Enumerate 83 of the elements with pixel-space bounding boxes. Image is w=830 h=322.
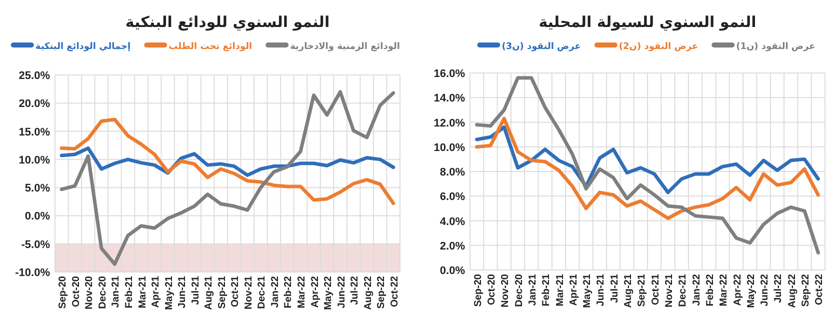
x-tick-label: Jun-22 — [336, 276, 348, 308]
y-tick-label: 6.0% — [440, 191, 466, 204]
legend-label: عرض النقود (ن1) — [736, 42, 816, 52]
line-series — [60, 90, 396, 266]
x-tick-label: Apr-21 — [150, 276, 162, 308]
x-tick-label: May-22 — [746, 274, 757, 308]
x-tick-label: Sep-21 — [636, 274, 648, 307]
y-tick-label: 5.0% — [24, 182, 50, 195]
y-tick-label: 14.0% — [434, 92, 466, 105]
x-tick-label: Oct-21 — [650, 274, 662, 306]
x-tick-label: Mar-22 — [296, 276, 308, 308]
chart-title: النمو السنوي للسيولة المحلية — [538, 13, 756, 31]
x-tick-label: Apr-22 — [732, 274, 744, 306]
x-tick-label: Feb-22 — [704, 274, 716, 306]
x-tick-label: May-21 — [582, 274, 594, 308]
x-tick-label: Apr-22 — [310, 276, 321, 308]
line-series — [475, 125, 820, 194]
x-tick-label: Aug-22 — [362, 276, 374, 310]
x-tick-label: Nov-21 — [243, 276, 254, 310]
legend-label: الودائع تحت الطلب — [168, 42, 252, 52]
x-tick-label: Sep-22 — [800, 274, 812, 307]
x-tick-label: Dec-21 — [678, 274, 689, 307]
x-tick-label: Jun-22 — [760, 274, 771, 306]
y-tick-label: 25.0% — [18, 70, 50, 82]
y-tick-label: 12.0% — [434, 117, 466, 130]
legend-label: عرض النقود (ن2) — [618, 42, 698, 52]
x-tick-label: Aug-22 — [786, 274, 798, 308]
x-tick-label: May-22 — [323, 276, 334, 310]
x-tick-label: Oct-21 — [230, 276, 242, 308]
line-series — [60, 146, 396, 177]
x-tick-label: Jul-22 — [350, 276, 361, 305]
x-tick-label: Feb-21 — [541, 274, 552, 306]
x-tick-label: Jan-21 — [110, 276, 122, 308]
x-tick-label: Sep-20 — [472, 274, 484, 307]
y-tick-label: -10.0% — [15, 267, 50, 279]
line-series — [475, 116, 820, 220]
x-tick-label: Feb-22 — [283, 276, 294, 308]
x-tick-label: Oct-20 — [486, 274, 498, 306]
y-tick-label: 0.0% — [24, 210, 50, 223]
y-tick-label: 4.0% — [440, 216, 466, 228]
x-tick-label: May-21 — [164, 276, 175, 310]
y-tick-label: 15.0% — [18, 126, 50, 138]
x-tick-label: Nov-20 — [84, 276, 96, 310]
x-tick-label: Sep-21 — [216, 276, 228, 309]
x-tick-label: Dec-21 — [256, 276, 268, 309]
y-tick-label: 8.0% — [440, 166, 466, 178]
x-tick-label: Jan-22 — [691, 274, 702, 306]
x-tick-label: Nov-20 — [500, 274, 512, 308]
x-tick-label: Jul-22 — [773, 274, 784, 303]
chart-title: النمو السنوي للودائع البنكية — [125, 13, 330, 31]
x-tick-label: Oct-20 — [70, 276, 82, 308]
x-tick-label: Oct-22 — [389, 276, 400, 308]
y-tick-label: -5.0% — [21, 238, 50, 251]
y-tick-label: 10.0% — [434, 142, 466, 154]
y-tick-label: 10.0% — [18, 154, 50, 166]
y-tick-label: 20.0% — [18, 98, 50, 110]
x-tick-label: Jul-21 — [609, 274, 620, 303]
x-tick-label: Jan-21 — [527, 274, 538, 306]
legend-label: عرض النقود (ن3) — [502, 42, 581, 52]
x-tick-label: Jul-21 — [190, 276, 202, 305]
x-tick-label: Feb-21 — [124, 276, 135, 308]
x-tick-label: Sep-20 — [58, 276, 69, 309]
y-tick-label: 16.0% — [434, 68, 466, 80]
x-tick-label: Dec-20 — [514, 274, 525, 307]
x-tick-label: Aug-21 — [204, 276, 215, 310]
legend-label: إجمالي الودائع البنكية — [35, 42, 131, 52]
x-tick-label: Dec-20 — [97, 276, 108, 309]
x-tick-label: Mar-21 — [137, 276, 148, 308]
x-tick-label: Jun-21 — [596, 274, 607, 306]
x-tick-label: Oct-22 — [814, 274, 826, 306]
line-series — [475, 76, 820, 255]
x-tick-label: Jun-21 — [177, 276, 188, 308]
x-tick-label: Jan-22 — [270, 276, 281, 308]
x-tick-label: Apr-21 — [568, 274, 580, 306]
y-tick-label: 0.0% — [440, 265, 466, 277]
x-tick-label: Sep-22 — [376, 276, 388, 309]
y-tick-label: 2.0% — [440, 240, 466, 252]
x-tick-label: Mar-22 — [718, 274, 730, 306]
x-tick-label: Nov-21 — [664, 274, 675, 308]
x-tick-label: Mar-21 — [554, 274, 566, 306]
line-series — [60, 118, 396, 206]
legend-label: الودائع الزمنية والادخارية — [290, 42, 400, 52]
x-tick-label: Aug-21 — [623, 274, 634, 308]
